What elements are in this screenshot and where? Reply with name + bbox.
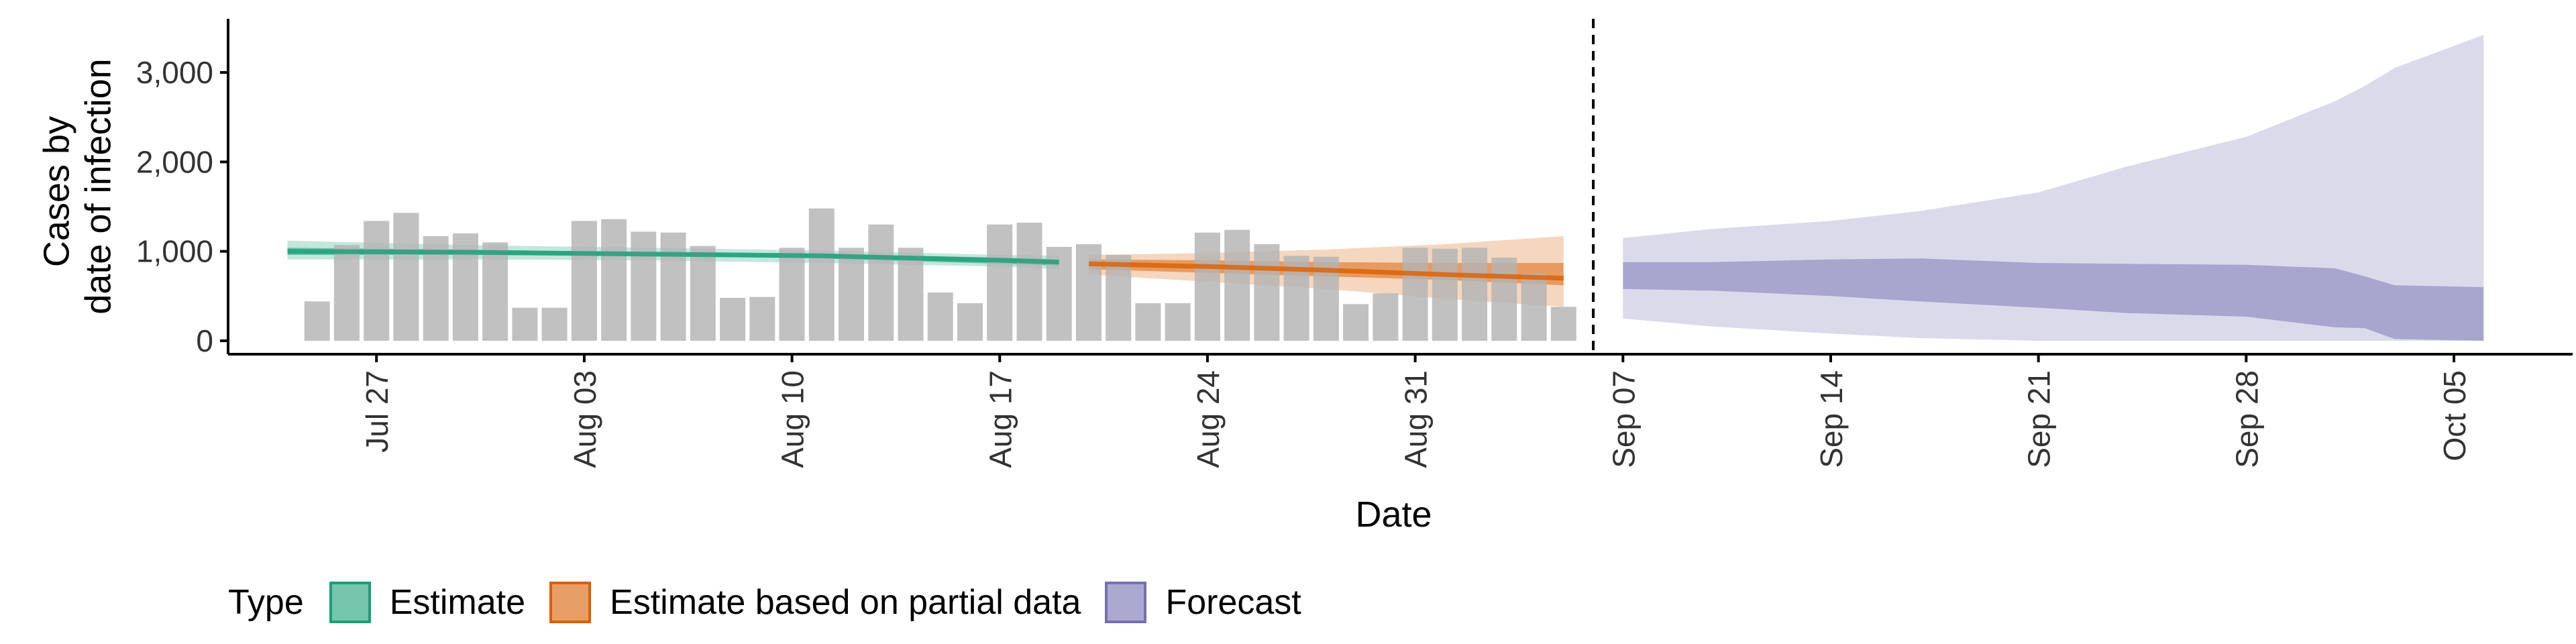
observed-cases-bar [779,248,805,341]
observed-cases-bar [1343,304,1369,341]
x-tick-label: Aug 24 [1191,370,1226,468]
x-tick-label: Sep 07 [1606,370,1641,468]
observed-cases-bar [541,307,568,341]
observed-cases-bar [660,232,686,341]
y-axis-title: Cases by date of infection [37,58,119,314]
y-axis-title-line-1: Cases by [37,116,77,267]
legend-item-partial-estimate: Estimate based on partial data [549,582,1081,623]
estimate-based-on-partial-data-median-line [1088,261,1564,281]
observed-cases-bar [1373,293,1399,341]
legend-key-estimate [329,582,371,623]
y-tick-label: 2,000 [136,144,213,179]
observed-cases-bar [482,242,508,341]
observed-cases-bar [631,231,657,341]
observed-cases-bar [1550,307,1576,341]
observed-cases-bar [987,224,1013,341]
forecast-inner-band [1623,258,2484,341]
legend-label-partial-estimate: Estimate based on partial data [610,583,1081,622]
observed-cases-bar [1135,303,1161,341]
observed-cases-bar [957,303,983,341]
observed-cases-bar [452,233,478,341]
observed-cases-bar [1521,274,1547,341]
observed-cases-bar [690,246,716,341]
estimate-median-line [287,249,1059,265]
legend-key-partial-estimate [549,582,592,623]
x-tick-label: Sep 14 [1814,370,1849,468]
observed-cases-bar [898,248,924,341]
observed-cases-bar [1165,303,1191,341]
x-tick-label: Sep 21 [2022,370,2057,468]
legend-title: Type [228,583,304,622]
observed-cases-bar [601,219,627,341]
y-tick-label: 3,000 [136,55,213,90]
observed-cases-bar [839,248,864,341]
x-tick-label: Jul 27 [360,370,394,453]
observed-cases-bar [571,221,597,341]
observed-cases-bar [304,301,330,341]
observed-cases-bar [1224,229,1250,341]
observed-cases-bar [1076,244,1102,341]
y-tick-label: 1,000 [136,234,213,269]
observed-cases-bar [333,245,360,341]
legend-label-forecast: Forecast [1165,583,1301,622]
observed-cases-bar [808,208,835,341]
observed-cases-bar [1016,223,1042,341]
observed-cases-bar [927,292,953,341]
observed-cases-bar [1432,248,1458,341]
observed-cases-bar [1106,255,1132,341]
x-tick-label: Aug 31 [1399,370,1434,468]
cases-chart: Jul 27 Aug 03 Aug 10 Aug 17 Aug 24 Aug 31 Sep … [37,19,2573,535]
y-axis-title-line-2: date of infection [78,58,119,314]
observed-cases-bar [512,307,538,341]
x-tick-label: Sep 28 [2229,370,2264,468]
x-tick-label: Aug 10 [775,370,810,468]
observed-cases-bar [393,213,419,341]
observed-cases-bar [1491,258,1517,341]
y-tick-label: 0 [196,323,213,358]
x-tick-label: Oct 05 [2437,370,2472,462]
median-lines [287,249,1564,281]
observed-cases-bar [1254,244,1280,341]
observed-cases-bar [720,298,746,341]
legend: Type Estimate Estimate based on partial … [228,576,1326,629]
observed-cases-bar [868,224,894,341]
x-tick-label: Aug 17 [983,370,1018,468]
observed-cases-bar [749,297,775,341]
legend-item-forecast: Forecast [1105,582,1301,623]
x-axis-ticks: Jul 27 Aug 03 Aug 10 Aug 17 Aug 24 Aug 31 Sep … [360,354,2472,468]
y-axis-ticks: 0 1,000 2,000 3,000 [136,55,228,358]
legend-label-estimate: Estimate [389,583,526,622]
observed-cases-bar [1194,232,1220,341]
observed-cases-bar [1402,248,1428,341]
legend-key-forecast [1105,582,1147,623]
x-tick-label: Aug 03 [568,370,602,468]
legend-item-estimate: Estimate [329,582,525,623]
x-axis-title: Date [1355,494,1432,535]
observed-cases-bar [1462,248,1488,341]
observed-cases-bar [364,221,390,341]
